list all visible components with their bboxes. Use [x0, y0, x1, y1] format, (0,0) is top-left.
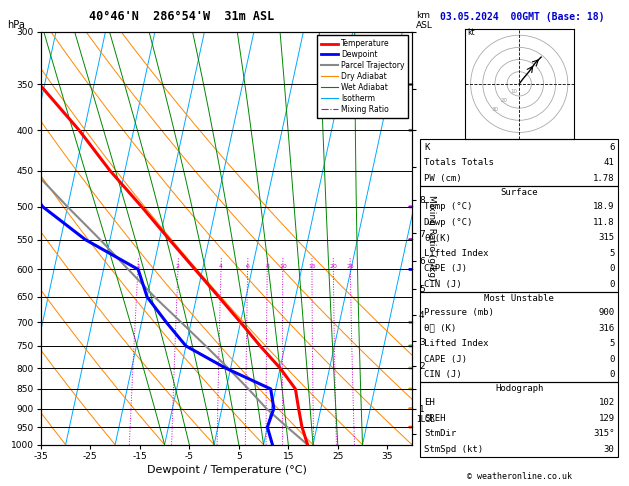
- Text: 5: 5: [609, 249, 615, 258]
- Text: 11.8: 11.8: [593, 218, 615, 226]
- Text: Lifted Index: Lifted Index: [424, 249, 489, 258]
- Y-axis label: Mixing Ratio (g/kg): Mixing Ratio (g/kg): [427, 195, 436, 281]
- Text: 315°: 315°: [593, 430, 615, 438]
- Text: Most Unstable: Most Unstable: [484, 294, 554, 303]
- Text: 30: 30: [492, 107, 499, 112]
- Text: StmDir: StmDir: [424, 430, 456, 438]
- Text: 8: 8: [265, 264, 269, 269]
- Text: 20: 20: [330, 264, 337, 269]
- Text: 900: 900: [598, 308, 615, 317]
- Text: 0: 0: [609, 370, 615, 379]
- Text: Temp (°C): Temp (°C): [424, 202, 472, 211]
- Text: 40°46'N  286°54'W  31m ASL: 40°46'N 286°54'W 31m ASL: [89, 10, 274, 23]
- Text: © weatheronline.co.uk: © weatheronline.co.uk: [467, 472, 572, 481]
- Text: CAPE (J): CAPE (J): [424, 355, 467, 364]
- Text: 18.9: 18.9: [593, 202, 615, 211]
- Text: 129: 129: [598, 414, 615, 423]
- Text: 0: 0: [609, 355, 615, 364]
- X-axis label: Dewpoint / Temperature (°C): Dewpoint / Temperature (°C): [147, 465, 306, 475]
- Text: 20: 20: [501, 98, 508, 103]
- Text: 1LCL: 1LCL: [416, 416, 434, 424]
- Text: 41: 41: [604, 158, 615, 167]
- Text: 1: 1: [136, 264, 140, 269]
- Text: 1.78: 1.78: [593, 174, 615, 183]
- Text: Totals Totals: Totals Totals: [424, 158, 494, 167]
- Text: km
ASL: km ASL: [416, 11, 433, 30]
- Text: 0: 0: [609, 264, 615, 273]
- Text: 15: 15: [308, 264, 316, 269]
- Text: 6: 6: [246, 264, 250, 269]
- Text: EH: EH: [424, 399, 435, 407]
- Text: 316: 316: [598, 324, 615, 332]
- Text: 315: 315: [598, 233, 615, 242]
- Text: CAPE (J): CAPE (J): [424, 264, 467, 273]
- Text: 2: 2: [176, 264, 180, 269]
- Text: 30: 30: [604, 445, 615, 454]
- Text: Surface: Surface: [501, 188, 538, 197]
- Text: StmSpd (kt): StmSpd (kt): [424, 445, 483, 454]
- Text: 25: 25: [347, 264, 354, 269]
- Text: CIN (J): CIN (J): [424, 280, 462, 289]
- Text: Pressure (mb): Pressure (mb): [424, 308, 494, 317]
- Text: SREH: SREH: [424, 414, 445, 423]
- Text: 0: 0: [609, 280, 615, 289]
- Text: kt: kt: [467, 28, 475, 37]
- Text: θᴄ(K): θᴄ(K): [424, 233, 451, 242]
- Text: 6: 6: [609, 143, 615, 152]
- Text: θᴄ (K): θᴄ (K): [424, 324, 456, 332]
- Text: 10: 10: [279, 264, 287, 269]
- Text: Dewp (°C): Dewp (°C): [424, 218, 472, 226]
- Text: K: K: [424, 143, 430, 152]
- Text: 102: 102: [598, 399, 615, 407]
- Text: hPa: hPa: [8, 19, 25, 30]
- Legend: Temperature, Dewpoint, Parcel Trajectory, Dry Adiabat, Wet Adiabat, Isotherm, Mi: Temperature, Dewpoint, Parcel Trajectory…: [317, 35, 408, 118]
- Text: 10: 10: [510, 89, 517, 94]
- Text: Lifted Index: Lifted Index: [424, 339, 489, 348]
- Text: PW (cm): PW (cm): [424, 174, 462, 183]
- Text: 4: 4: [219, 264, 223, 269]
- Text: CIN (J): CIN (J): [424, 370, 462, 379]
- Text: 03.05.2024  00GMT (Base: 18): 03.05.2024 00GMT (Base: 18): [440, 12, 604, 22]
- Text: Hodograph: Hodograph: [495, 384, 543, 393]
- Text: 5: 5: [609, 339, 615, 348]
